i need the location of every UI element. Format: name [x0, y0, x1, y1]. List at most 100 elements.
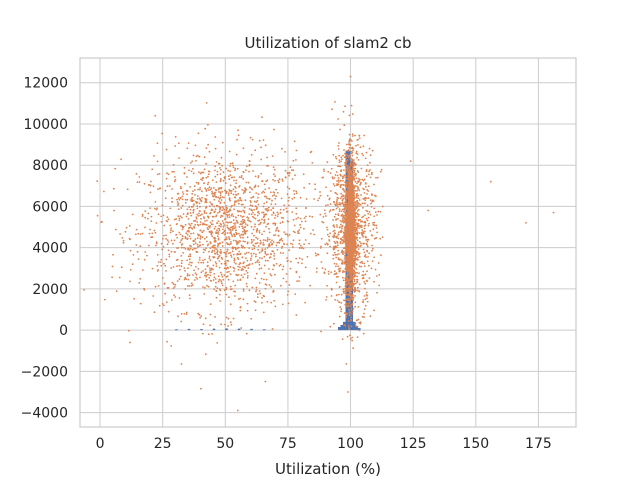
scatter-point: [220, 262, 223, 265]
scatter-point: [264, 239, 267, 242]
histogram-bar: [187, 328, 191, 331]
scatter-point: [340, 195, 343, 198]
scatter-point: [228, 243, 231, 246]
scatter-point: [229, 232, 232, 235]
scatter-point: [237, 265, 240, 268]
scatter-point: [350, 214, 353, 217]
scatter-point: [180, 239, 183, 242]
scatter-point: [219, 194, 222, 197]
scatter-point: [192, 208, 195, 211]
scatter-point: [281, 178, 284, 181]
scatter-point: [273, 299, 276, 302]
scatter-point: [226, 248, 229, 251]
scatter-point: [341, 236, 344, 238]
scatter-point: [100, 221, 103, 224]
scatter-point: [207, 124, 209, 126]
scatter-point: [225, 167, 228, 170]
scatter-point: [179, 268, 181, 271]
scatter-point: [281, 268, 284, 271]
scatter-point: [233, 176, 236, 179]
scatter-point: [290, 169, 293, 172]
scatter-point: [190, 232, 192, 235]
scatter-point: [242, 276, 245, 279]
scatter-point: [333, 262, 336, 265]
scatter-point: [291, 243, 294, 246]
scatter-point: [192, 274, 194, 276]
scatter-point: [222, 231, 225, 234]
scatter-point: [204, 249, 207, 252]
scatter-point: [218, 254, 221, 257]
scatter-point: [186, 176, 188, 178]
scatter-point: [252, 211, 254, 214]
scatter-point: [121, 237, 124, 239]
scatter-point: [344, 237, 347, 240]
scatter-point: [213, 210, 216, 213]
scatter-point: [234, 224, 236, 226]
scatter-point: [191, 284, 194, 286]
scatter-point: [350, 308, 353, 310]
scatter-point: [285, 273, 288, 275]
scatter-point: [353, 202, 355, 204]
scatter-point: [261, 249, 264, 252]
scatter-point: [189, 186, 192, 188]
scatter-point: [245, 282, 248, 285]
scatter-point: [197, 132, 200, 135]
scatter-point: [364, 304, 367, 307]
scatter-point: [245, 257, 247, 259]
scatter-point: [263, 230, 265, 233]
scatter-point: [226, 224, 229, 227]
scatter-point: [366, 238, 369, 241]
scatter-point: [345, 304, 348, 307]
scatter-point: [231, 213, 234, 216]
scatter-point: [225, 208, 228, 211]
scatter-point: [253, 186, 256, 189]
scatter-point: [232, 227, 234, 230]
scatter-point: [356, 205, 358, 208]
scatter-point: [184, 269, 186, 272]
scatter-point: [234, 295, 236, 297]
scatter-point: [230, 176, 233, 179]
scatter-point: [150, 180, 152, 183]
scatter-point: [234, 246, 237, 249]
scatter-point: [249, 200, 252, 202]
scatter-point: [197, 183, 200, 185]
scatter-point: [336, 174, 339, 177]
scatter-point: [354, 305, 356, 308]
scatter-point: [188, 258, 191, 261]
scatter-point: [347, 270, 349, 273]
scatter-point: [228, 197, 231, 200]
scatter-point: [326, 228, 329, 231]
scatter-point: [176, 198, 178, 201]
scatter-point: [188, 274, 191, 277]
scatter-point: [223, 196, 225, 199]
scatter-point: [214, 239, 217, 242]
scatter-point: [273, 258, 276, 260]
scatter-point: [209, 313, 212, 316]
x-tick-label: 75: [279, 436, 297, 452]
scatter-point: [334, 253, 337, 256]
scatter-point: [233, 270, 235, 272]
scatter-point: [179, 275, 182, 278]
scatter-point: [340, 310, 342, 313]
scatter-point: [333, 184, 336, 187]
scatter-point: [365, 183, 367, 185]
scatter-point: [362, 242, 365, 245]
scatter-point: [163, 304, 165, 307]
scatter-point: [236, 279, 239, 281]
scatter-point: [359, 322, 362, 325]
scatter-point: [350, 316, 353, 319]
scatter-point: [338, 208, 341, 211]
scatter-point: [292, 239, 295, 242]
scatter-point: [174, 176, 176, 178]
scatter-point: [114, 228, 117, 231]
scatter-point: [225, 192, 228, 195]
scatter-point: [267, 259, 269, 262]
scatter-point: [264, 248, 267, 251]
scatter-point: [223, 218, 226, 221]
scatter-point: [292, 218, 295, 221]
scatter-point: [243, 206, 246, 209]
scatter-point: [274, 180, 276, 182]
y-tick-label: −2000: [21, 364, 68, 380]
scatter-point: [129, 280, 131, 283]
scatter-point: [354, 271, 357, 274]
